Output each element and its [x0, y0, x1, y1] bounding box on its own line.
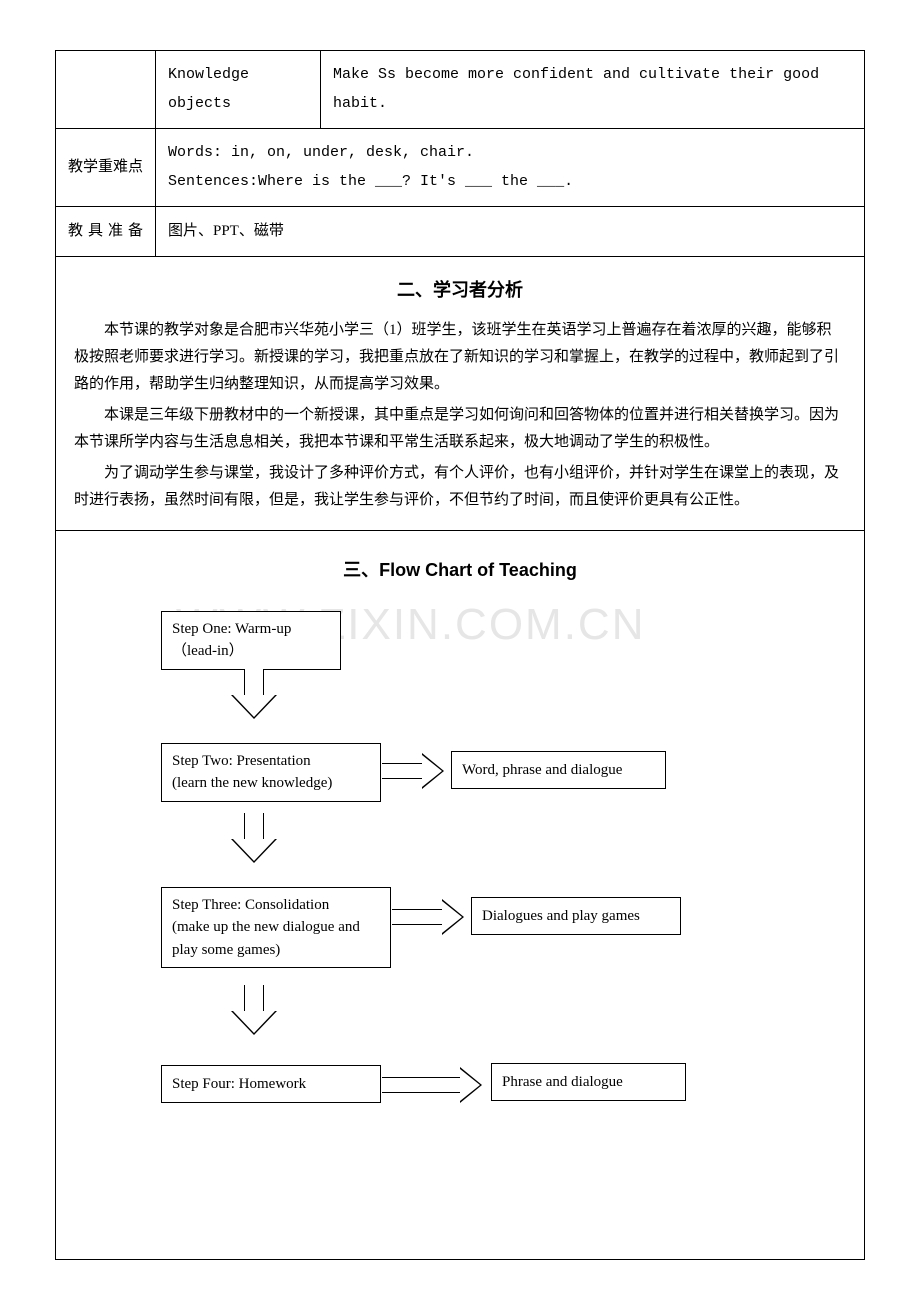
key-points-content: Words: in, on, under, desk, chair. Sente…: [156, 129, 865, 207]
flow-node-line: Step Four: Homework: [172, 1073, 370, 1096]
flow-node-line: Step Three: Consolidation: [172, 894, 380, 917]
flow-node-line: Step One: Warm-up: [172, 618, 330, 641]
flow-node-r2: Word, phrase and dialogue: [451, 751, 666, 789]
analysis-p1: 本节课的教学对象是合肥市兴华苑小学三（1）班学生，该班学生在英语学习上普遍存在着…: [56, 315, 864, 400]
arrow-right-icon: [382, 753, 448, 789]
materials-label: 教具准备: [56, 207, 156, 257]
row-materials: 教具准备 图片、PPT、磁带: [56, 207, 865, 257]
analysis-p2: 本课是三年级下册教材中的一个新授课，其中重点是学习如何询问和回答物体的位置并进行…: [56, 400, 864, 458]
analysis-p3: 为了调动学生参与课堂，我设计了多种评价方式，有个人评价，也有小组评价，并针对学生…: [56, 458, 864, 516]
flow-node-line: Phrase and dialogue: [502, 1071, 675, 1094]
arrow-down-icon: [231, 669, 277, 721]
flow-node-s2: Step Two: Presentation(learn the new kno…: [161, 743, 381, 802]
flow-node-r3: Dialogues and play games: [471, 897, 681, 935]
row1-col1-empty: [56, 51, 156, 129]
arrow-right-icon: [392, 899, 468, 935]
knowledge-objects-content: Make Ss become more confident and cultiv…: [321, 51, 865, 129]
flow-node-s4: Step Four: Homework: [161, 1065, 381, 1103]
knowledge-objects-label: Knowledge objects: [156, 51, 321, 129]
materials-content: 图片、PPT、磁带: [156, 207, 865, 257]
flow-node-s3: Step Three: Consolidation(make up the ne…: [161, 887, 391, 969]
learner-analysis-cell: 二、学习者分析 本节课的教学对象是合肥市兴华苑小学三（1）班学生，该班学生在英语…: [56, 256, 865, 530]
flow-node-line: Dialogues and play games: [482, 905, 670, 928]
flow-node-r4: Phrase and dialogue: [491, 1063, 686, 1101]
flow-node-s1: Step One: Warm-up（lead-in）: [161, 611, 341, 670]
flow-node-line: （lead-in）: [172, 640, 330, 663]
flow-node-line: Step Two: Presentation: [172, 750, 370, 773]
arrow-down-icon: [231, 813, 277, 865]
key-points-line1: Words: in, on, under, desk, chair.: [168, 139, 852, 168]
section2-title: 二、学习者分析: [56, 265, 864, 315]
key-points-label: 教学重难点: [56, 129, 156, 207]
flowchart-canvas: WWW.ZIXIN.COM.CN Step One: Warm-up（lead-…: [56, 595, 864, 1235]
key-points-line2: Sentences:Where is the ___? It's ___ the…: [168, 168, 852, 197]
arrow-right-icon: [382, 1067, 486, 1103]
arrow-down-icon: [231, 985, 277, 1037]
row-knowledge-objects: Knowledge objects Make Ss become more co…: [56, 51, 865, 129]
flow-node-line: play some games): [172, 939, 380, 962]
flow-node-line: (learn the new knowledge): [172, 772, 370, 795]
row-key-points: 教学重难点 Words: in, on, under, desk, chair.…: [56, 129, 865, 207]
section3-title: 三、Flow Chart of Teaching: [56, 545, 864, 595]
flow-node-line: Word, phrase and dialogue: [462, 759, 655, 782]
flowchart-cell: 三、Flow Chart of Teaching WWW.ZIXIN.COM.C…: [56, 530, 865, 1259]
row-analysis: 二、学习者分析 本节课的教学对象是合肥市兴华苑小学三（1）班学生，该班学生在英语…: [56, 256, 865, 530]
lesson-plan-table: Knowledge objects Make Ss become more co…: [55, 50, 865, 1260]
flow-node-line: (make up the new dialogue and: [172, 916, 380, 939]
row-flowchart: 三、Flow Chart of Teaching WWW.ZIXIN.COM.C…: [56, 530, 865, 1259]
